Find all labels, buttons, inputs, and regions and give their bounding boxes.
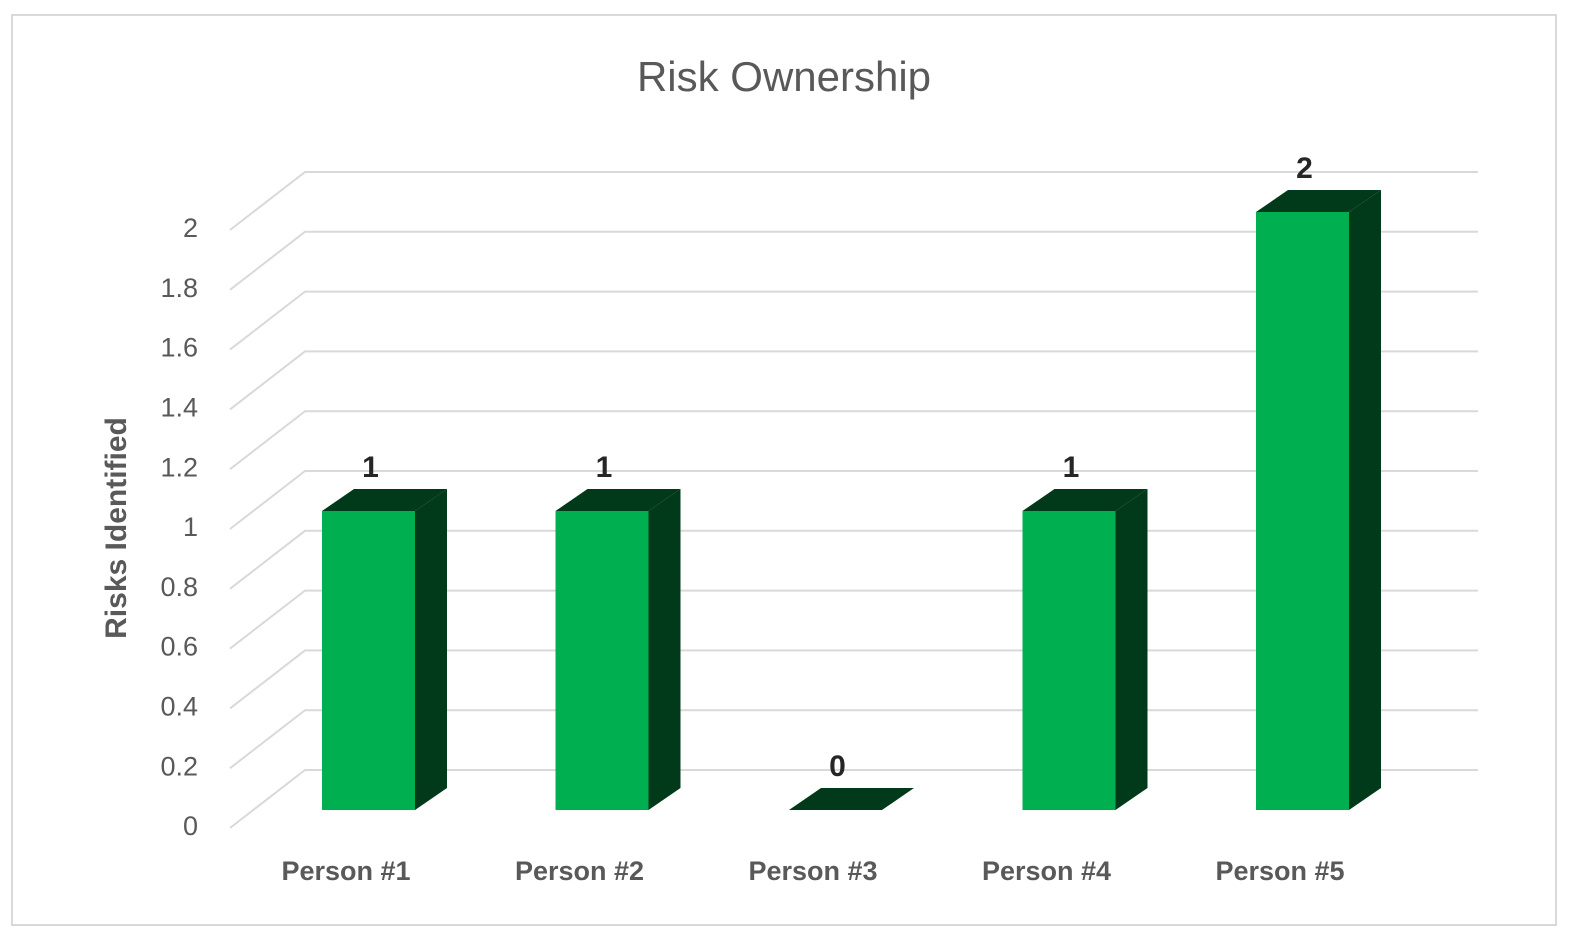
bar <box>555 511 649 810</box>
x-tick-label: Person #4 <box>982 856 1111 886</box>
data-label: 1 <box>362 451 379 484</box>
data-label: 2 <box>1296 152 1313 185</box>
y-tick-label: 0.4 <box>160 692 198 722</box>
bar-side <box>648 489 681 810</box>
grid-line <box>229 290 1478 351</box>
bar-side <box>1349 190 1381 810</box>
bar-top <box>1256 190 1381 212</box>
y-tick-label: 2 <box>183 213 198 243</box>
y-tick-label: 0.8 <box>160 572 198 602</box>
y-tick-label: 0.6 <box>160 632 198 662</box>
data-label: 1 <box>1063 451 1080 484</box>
bar-top <box>322 489 447 511</box>
bar-top <box>789 788 914 810</box>
bar-top <box>555 489 681 511</box>
y-tick-label: 1.6 <box>160 333 198 363</box>
bar-side <box>415 489 447 810</box>
data-label: 0 <box>829 750 846 783</box>
x-tick-label: Person #2 <box>515 856 644 886</box>
x-tick-label: Person #1 <box>281 856 410 886</box>
chart-title: Risk Ownership <box>637 53 931 100</box>
x-tick-label: Person #3 <box>748 856 877 886</box>
y-tick-label: 1.2 <box>160 452 198 482</box>
grid-line <box>229 230 1478 291</box>
grid-line <box>229 350 1478 411</box>
y-axis-label: Risks Identified <box>100 417 133 639</box>
y-tick-label: 0.2 <box>160 751 198 781</box>
grid-line <box>229 410 1478 470</box>
x-tick-label: Person #5 <box>1215 856 1344 886</box>
bar-top <box>1022 489 1148 511</box>
grid-line <box>229 470 1478 530</box>
bar-side <box>1115 489 1148 810</box>
y-tick-label: 1.8 <box>160 273 198 303</box>
y-tick-label: 0 <box>183 811 198 841</box>
bar <box>1256 212 1349 810</box>
grid-line <box>229 171 1478 231</box>
data-label: 1 <box>596 451 613 484</box>
bar <box>322 511 415 810</box>
y-tick-label: 1.4 <box>160 393 198 423</box>
y-tick-label: 1 <box>183 512 198 542</box>
bar <box>1022 511 1116 810</box>
